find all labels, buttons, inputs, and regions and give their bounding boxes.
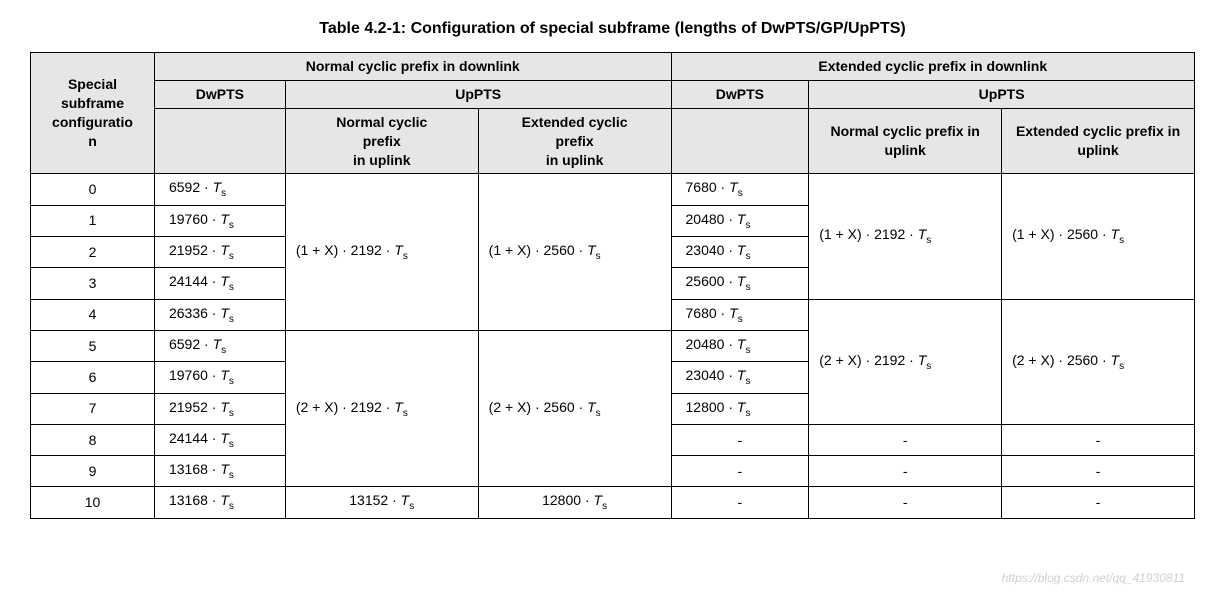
n-normal-ul-cell-2: (2 + X) · 2192 · Ts [285,330,478,486]
hdr-euppts: UpPTS [809,80,1195,108]
hdr-ndwpts: DwPTS [154,80,285,108]
hdr-e-ext-ul: Extended cyclic prefix in uplink [1002,108,1195,174]
edw-cell: 25600 · Ts [671,268,809,299]
hdr-extended-dl: Extended cyclic prefix in downlink [671,53,1194,81]
dash-cell: - [671,424,809,455]
cfg-cell: 1 [31,205,155,236]
ndw-cell: 19760 · Ts [154,205,285,236]
n-ext-ul-cell-2: (2 + X) · 2560 · Ts [478,330,671,486]
n-ext-ul-cell: (1 + X) · 2560 · Ts [478,174,671,330]
hdr-e-normal-ul: Normal cyclic prefix in uplink [809,108,1002,174]
cfg-cell: 6 [31,362,155,393]
cfg-cell: 2 [31,237,155,268]
hdr-edwpts: DwPTS [671,80,809,108]
hdr-n-normal-ul: Normal cyclicprefixin uplink [285,108,478,174]
ndw-cell: 6592 · Ts [154,174,285,205]
n-normal-ul-single: 13152 · Ts [285,487,478,518]
e-ext-ul-cell-2: (2 + X) · 2560 · Ts [1002,299,1195,424]
n-normal-ul-cell: (1 + X) · 2192 · Ts [285,174,478,330]
n-ext-ul-single: 12800 · Ts [478,487,671,518]
cfg-cell: 0 [31,174,155,205]
edw-cell: 23040 · Ts [671,362,809,393]
hdr-config: Special subframe configuration [31,53,155,174]
edw-cell: 12800 · Ts [671,393,809,424]
ndw-cell: 6592 · Ts [154,330,285,361]
edw-cell: 7680 · Ts [671,174,809,205]
cfg-cell: 9 [31,456,155,487]
hdr-normal-dl: Normal cyclic prefix in downlink [154,53,671,81]
dash-cell: - [671,456,809,487]
hdr-n-blank [154,108,285,174]
dash-cell: - [809,456,1002,487]
hdr-n-ext-ul: Extended cyclicprefixin uplink [478,108,671,174]
ndw-cell: 24144 · Ts [154,424,285,455]
hdr-nuppts: UpPTS [285,80,671,108]
dash-cell: - [809,487,1002,518]
ndw-cell: 19760 · Ts [154,362,285,393]
edw-cell: 23040 · Ts [671,237,809,268]
edw-cell: 20480 · Ts [671,330,809,361]
cfg-cell: 4 [31,299,155,330]
ndw-cell: 26336 · Ts [154,299,285,330]
dash-cell: - [809,424,1002,455]
cfg-cell: 3 [31,268,155,299]
dash-cell: - [1002,456,1195,487]
dash-cell: - [671,487,809,518]
ndw-cell: 13168 · Ts [154,456,285,487]
table-row: 10 13168 · Ts 13152 · Ts 12800 · Ts - - … [31,487,1195,518]
edw-cell: 20480 · Ts [671,205,809,236]
cfg-cell: 8 [31,424,155,455]
hdr-e-blank [671,108,809,174]
e-normal-ul-cell: (1 + X) · 2192 · Ts [809,174,1002,299]
e-ext-ul-cell: (1 + X) · 2560 · Ts [1002,174,1195,299]
ndw-cell: 24144 · Ts [154,268,285,299]
ndw-cell: 13168 · Ts [154,487,285,518]
ndw-cell: 21952 · Ts [154,237,285,268]
e-normal-ul-cell-2: (2 + X) · 2192 · Ts [809,299,1002,424]
dash-cell: - [1002,424,1195,455]
config-table: Special subframe configuration Normal cy… [30,52,1195,519]
cfg-cell: 7 [31,393,155,424]
watermark: https://blog.csdn.net/qq_41930811 [1002,571,1185,585]
ndw-cell: 21952 · Ts [154,393,285,424]
cfg-cell: 5 [31,330,155,361]
table-row: 0 6592 · Ts (1 + X) · 2192 · Ts (1 + X) … [31,174,1195,205]
cfg-cell: 10 [31,487,155,518]
edw-cell: 7680 · Ts [671,299,809,330]
dash-cell: - [1002,487,1195,518]
table-title: Table 4.2-1: Configuration of special su… [30,20,1195,38]
